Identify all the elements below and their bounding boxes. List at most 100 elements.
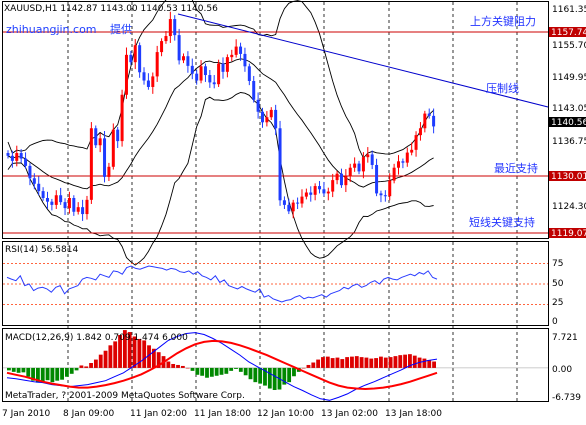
macd-histogram-bar (93, 359, 98, 368)
macd-histogram-bar (209, 367, 214, 377)
candle-body (217, 63, 221, 85)
candle-body (388, 180, 392, 197)
price-flag-label: 1130.01 (551, 172, 586, 182)
macd-histogram-bar (64, 367, 69, 377)
macd-histogram-bar (292, 367, 296, 377)
candle-body (199, 66, 203, 81)
candle-body (94, 128, 98, 146)
candle-body (98, 138, 102, 146)
price-tick: 1149.95 (552, 73, 586, 83)
watermark-site: zhihuangjin.com (6, 23, 97, 36)
candle-body (331, 180, 335, 192)
macd-histogram-bar (422, 358, 427, 368)
candle-body (256, 99, 260, 112)
candle-body (335, 173, 339, 181)
candle-body (81, 207, 85, 215)
macd-histogram-bar (219, 367, 224, 375)
candle-body (208, 75, 212, 83)
watermark-provide: 提供 (110, 22, 132, 36)
macd-histogram-bar (301, 367, 306, 369)
macd-histogram-bar (151, 348, 156, 368)
price-tick: 1136.75 (552, 137, 586, 147)
candle-body (296, 202, 300, 204)
macd-histogram-bar (340, 359, 345, 368)
time-tick: 13 Jan 02:00 (321, 409, 378, 419)
macd-histogram-bar (45, 367, 50, 381)
candle-body (50, 201, 54, 205)
macd-histogram-bar (374, 358, 379, 368)
macd-histogram-bar (205, 367, 209, 378)
price-flag-bg (549, 117, 586, 127)
macd-histogram-bar (195, 367, 200, 375)
macd-histogram-bar (335, 357, 340, 368)
macd-histogram-bar (325, 356, 330, 368)
candle-body (243, 53, 247, 67)
macd-histogram-bar (180, 365, 185, 368)
candle-body (76, 207, 80, 212)
candle-body (401, 161, 405, 163)
label-short-support: 短线关键支持 (469, 215, 535, 229)
candle-body (133, 45, 137, 63)
macd-histogram-bar (364, 357, 369, 368)
candle-body (326, 191, 330, 194)
time-axis: 7 Jan 2010 8 Jan 09:00 11 Jan 02:00 11 J… (2, 409, 442, 419)
macd-histogram-bar (272, 367, 277, 391)
candle-body (234, 46, 238, 55)
candle-body (168, 19, 172, 37)
macd-histogram-bar (137, 338, 142, 368)
candle-body (203, 66, 207, 76)
macd-histogram-bar (40, 367, 45, 382)
macd-histogram-bar (200, 367, 205, 376)
macd-histogram-bar (388, 357, 393, 368)
candle-body (28, 165, 32, 179)
rsi-panel[interactable] (2, 241, 549, 326)
candle-body (164, 36, 168, 42)
candle-body (41, 191, 45, 198)
candle-body (361, 157, 365, 172)
macd-tick: 0.00 (552, 365, 572, 375)
macd-histogram-bar (427, 360, 432, 368)
rsi-axis: 75 50 25 0 (552, 259, 564, 327)
symbol-header: XAUUSD,H1 1142.87 1143.00 1140.53 1140.5… (4, 4, 218, 14)
candle-body (89, 128, 93, 200)
macd-histogram-bar (11, 367, 16, 372)
candle-body (45, 198, 49, 202)
macd-histogram-bar (89, 363, 93, 368)
macd-histogram-bar (214, 367, 219, 376)
copyright-notice: MetaTrader, ? 2001-2009 MetaQuotes Softw… (5, 391, 245, 401)
candle-body (239, 46, 243, 54)
macd-histogram-bar (190, 367, 195, 371)
candle-body (423, 113, 427, 129)
candle-body (124, 54, 128, 95)
macd-histogram-bar (345, 357, 350, 368)
candle-body (322, 189, 326, 194)
candle-body (120, 94, 124, 142)
label-pressure-line: 压制线 (486, 81, 519, 95)
price-flag-bg (549, 228, 586, 238)
candle-body (160, 41, 164, 53)
macd-indicator (3, 330, 548, 401)
candle-body (344, 176, 348, 186)
candle-body (432, 115, 436, 127)
candle-body (309, 192, 313, 195)
macd-histogram-bar (238, 367, 243, 372)
candle-body (103, 138, 107, 177)
candle-body (72, 198, 76, 212)
candle-body (107, 166, 111, 177)
candle-body (129, 54, 133, 63)
macd-histogram-bar (243, 367, 248, 376)
candle-body (304, 192, 308, 197)
macd-histogram-bar (122, 330, 127, 368)
candle-body (63, 202, 67, 209)
macd-histogram-bar (412, 355, 417, 368)
candle-body (265, 117, 269, 123)
candle-body (15, 153, 19, 161)
rsi-line (6, 265, 438, 303)
candle-body (32, 178, 36, 184)
macd-histogram-bar (229, 367, 234, 371)
candle-body (339, 173, 343, 186)
candle-body (190, 65, 194, 74)
candle-body (375, 164, 379, 194)
macd-histogram-bar (98, 354, 103, 368)
